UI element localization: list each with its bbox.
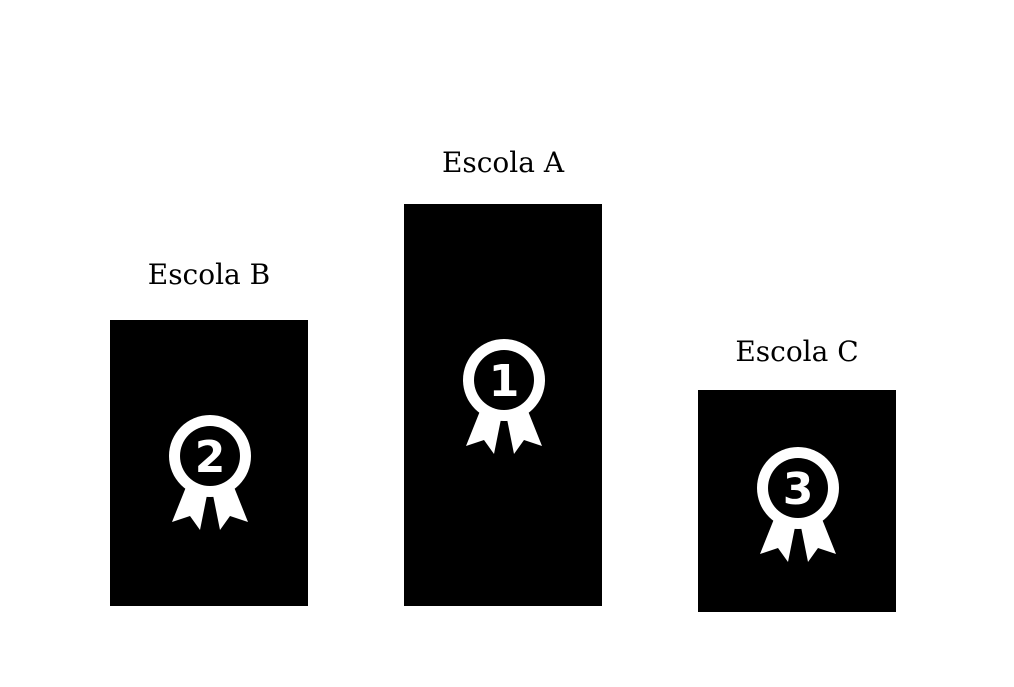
ribbon-medal-icon-first: 1: [460, 334, 548, 456]
medal-rank-first: 1: [489, 356, 520, 407]
school-label-a: Escola A: [404, 147, 602, 179]
medal-rank-second: 2: [195, 432, 226, 483]
school-label-c: Escola C: [698, 336, 896, 368]
medal-rank-third: 3: [783, 464, 814, 515]
ribbon-medal-icon-third: 3: [754, 442, 842, 564]
ribbon-medal-icon-second: 2: [166, 410, 254, 532]
school-label-b: Escola B: [110, 259, 308, 291]
